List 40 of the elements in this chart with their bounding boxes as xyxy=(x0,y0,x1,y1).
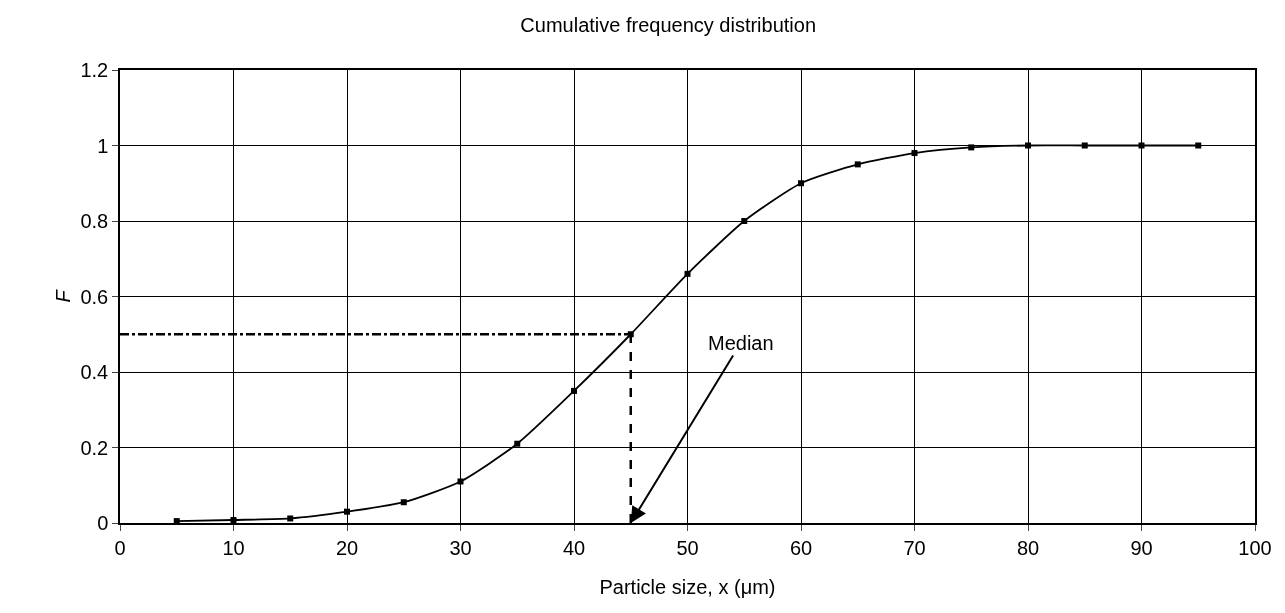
point xyxy=(911,150,918,157)
point xyxy=(968,144,975,151)
x-axis-title: Particle size, x (μm) xyxy=(599,575,776,598)
x-tick-label: 80 xyxy=(1016,536,1040,559)
x-tick-label: 60 xyxy=(789,536,813,559)
y-tick-label: 0.2 xyxy=(80,436,109,459)
y-tick-label: 0.8 xyxy=(80,210,109,232)
x-tick-label: 0 xyxy=(114,536,126,559)
point xyxy=(457,478,464,485)
x-tick-label: 70 xyxy=(903,536,926,559)
y-tick-label: 0 xyxy=(97,512,109,534)
y-tick-label: 0.4 xyxy=(80,361,109,383)
x-tick-label: 90 xyxy=(1130,536,1153,559)
point xyxy=(741,218,748,224)
point xyxy=(1081,142,1088,149)
x-tick-label: 30 xyxy=(449,536,472,559)
point xyxy=(1025,142,1031,149)
y-tick-label: 0.6 xyxy=(80,285,109,308)
x-tick-label: 10 xyxy=(222,536,245,559)
point xyxy=(173,518,180,523)
y-tick-label: 1.2 xyxy=(80,59,109,81)
point xyxy=(571,387,577,394)
point xyxy=(1138,142,1145,149)
chart-title: Cumulative frequency distribution xyxy=(520,14,817,37)
point xyxy=(287,515,294,522)
point xyxy=(230,516,237,523)
x-tick-label: 100 xyxy=(1238,536,1272,559)
point xyxy=(684,270,691,277)
point xyxy=(1195,142,1202,149)
x-tick-label: 20 xyxy=(335,536,359,559)
point xyxy=(514,440,521,447)
y-tick-label: 1 xyxy=(97,134,109,157)
annotation: Median xyxy=(708,332,774,354)
y-axis-title: F xyxy=(51,288,74,303)
x-tick-label: 50 xyxy=(676,536,699,559)
point xyxy=(344,508,350,515)
point xyxy=(798,180,804,187)
x-tick-label: 40 xyxy=(562,536,586,559)
point xyxy=(854,161,861,168)
point xyxy=(400,499,407,506)
